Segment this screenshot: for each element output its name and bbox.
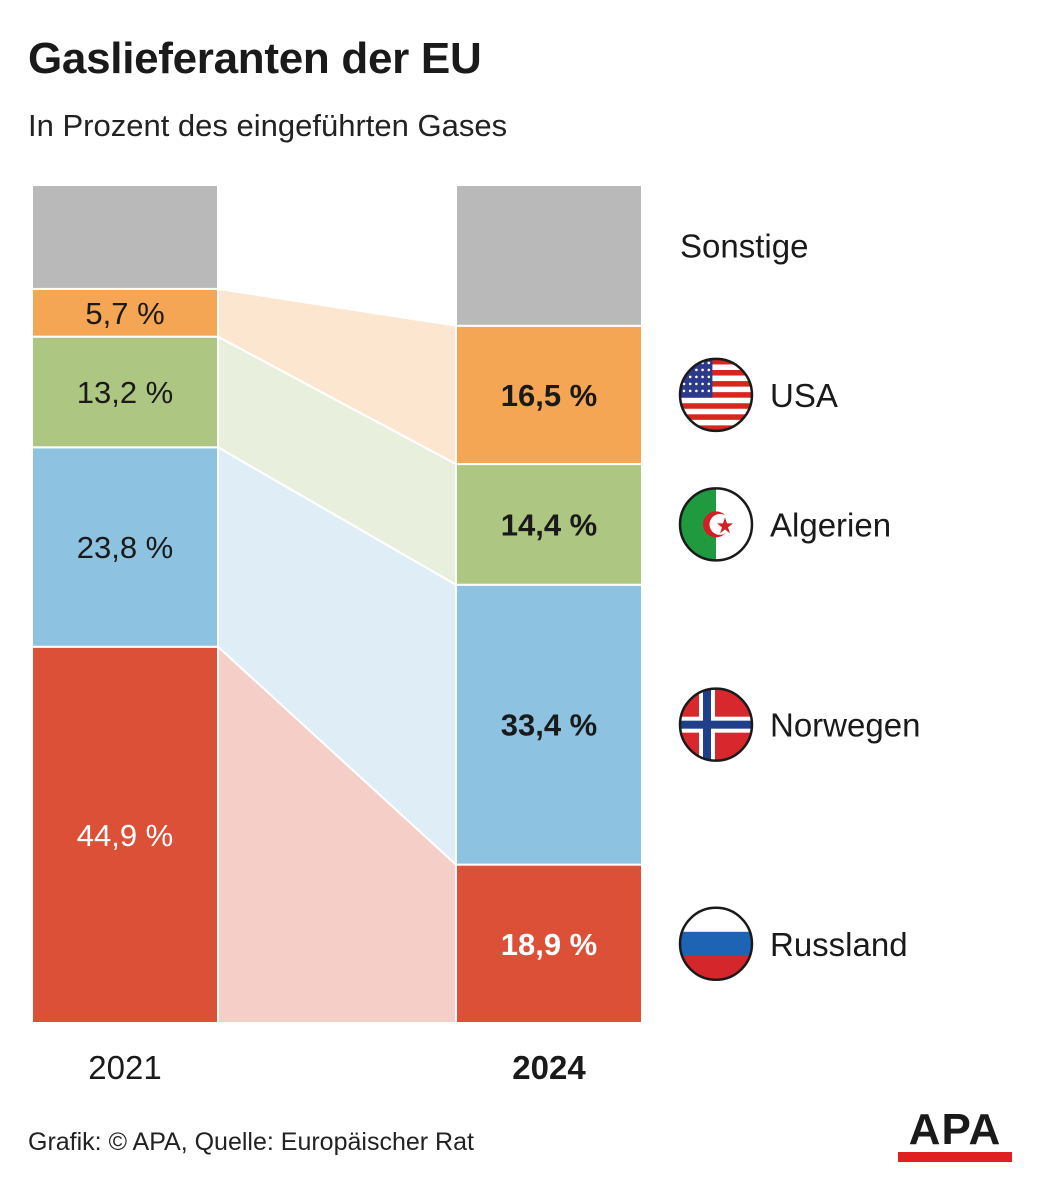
legend-label-russland: Russland bbox=[770, 926, 908, 963]
algeria-flag-icon-ring bbox=[678, 487, 754, 562]
category-label-2024: 2024 bbox=[512, 1049, 586, 1086]
data-label-2024-russland: 18,9 % bbox=[501, 927, 598, 962]
bar-2021-norwegen bbox=[31, 446, 219, 648]
legend-label-norwegen: Norwegen bbox=[770, 707, 920, 744]
bar-2021-sonstige bbox=[31, 184, 219, 290]
usa-flag-icon-ring bbox=[678, 357, 754, 433]
apa-logo-text: APA bbox=[908, 1105, 1002, 1154]
data-label-2021-russland: 44,9 % bbox=[77, 818, 174, 853]
data-label-2024-usa: 16,5 % bbox=[501, 378, 598, 413]
data-label-2021-usa: 5,7 % bbox=[85, 296, 164, 331]
chart-subtitle: In Prozent des eingeführten Gases bbox=[28, 108, 508, 143]
bar-2024-usa bbox=[455, 324, 643, 466]
usa-flag-icon bbox=[680, 358, 752, 431]
data-label-2021-norwegen: 23,8 % bbox=[77, 530, 174, 565]
data-label-2024-algerien: 14,4 % bbox=[501, 507, 598, 542]
legend-label-usa: USA bbox=[770, 377, 838, 414]
data-label-2024-norwegen: 33,4 % bbox=[501, 708, 598, 743]
norway-flag-icon bbox=[680, 688, 752, 761]
bar-2024-sonstige bbox=[455, 184, 643, 327]
data-label-2021-algerien: 13,2 % bbox=[77, 375, 174, 410]
algeria-flag-icon bbox=[680, 488, 752, 561]
bar-2021-usa bbox=[31, 287, 219, 338]
chart-title: Gaslieferanten der EU bbox=[28, 34, 482, 83]
norway-flag-icon-ring bbox=[678, 687, 754, 762]
apa-logo: APA bbox=[898, 1105, 1012, 1162]
source-note: Grafik: © APA, Quelle: Europäischer Rat bbox=[28, 1128, 474, 1156]
apa-logo-bar bbox=[898, 1152, 1012, 1162]
bar-2021-algerien bbox=[31, 335, 219, 449]
bar-2024-norwegen bbox=[455, 583, 643, 866]
bar-2021-russland bbox=[31, 645, 219, 1024]
russia-flag-icon-ring bbox=[678, 906, 754, 982]
bar-2024-russland bbox=[455, 863, 643, 1024]
category-label-2021: 2021 bbox=[88, 1049, 161, 1086]
legend-label-algerien: Algerien bbox=[770, 506, 891, 543]
legend-label-sonstige: Sonstige bbox=[680, 227, 808, 264]
